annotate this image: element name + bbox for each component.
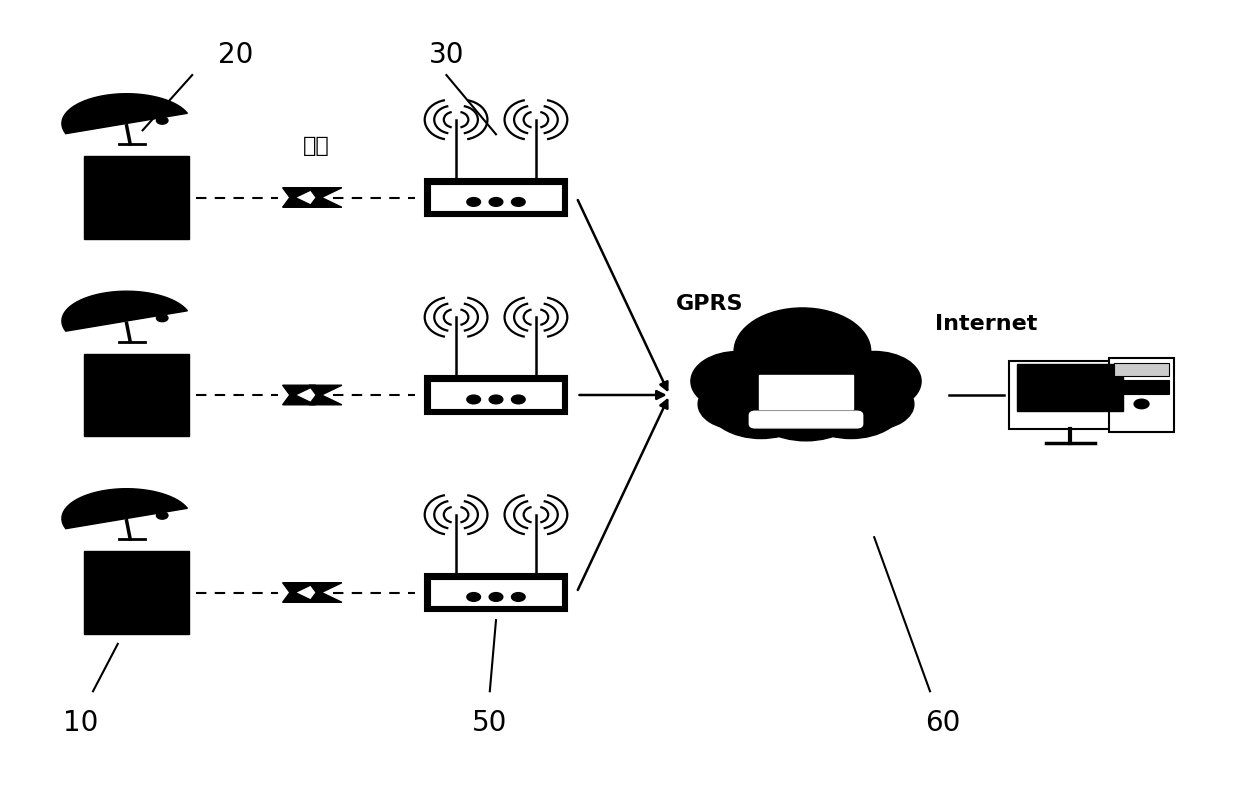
- Circle shape: [691, 352, 785, 411]
- FancyBboxPatch shape: [430, 382, 563, 409]
- Circle shape: [511, 198, 526, 206]
- Polygon shape: [283, 386, 315, 404]
- FancyBboxPatch shape: [1114, 363, 1169, 376]
- Text: Internet: Internet: [935, 314, 1037, 334]
- Circle shape: [466, 198, 481, 206]
- FancyBboxPatch shape: [1114, 380, 1169, 393]
- Text: 60: 60: [925, 709, 960, 737]
- FancyBboxPatch shape: [1017, 364, 1123, 411]
- Circle shape: [1135, 399, 1149, 408]
- Circle shape: [489, 198, 503, 206]
- FancyBboxPatch shape: [749, 412, 863, 428]
- Circle shape: [835, 379, 914, 430]
- Polygon shape: [309, 188, 342, 207]
- Polygon shape: [62, 94, 187, 134]
- Circle shape: [511, 592, 526, 601]
- Circle shape: [489, 592, 503, 601]
- Polygon shape: [283, 188, 315, 207]
- FancyBboxPatch shape: [430, 578, 563, 607]
- Circle shape: [156, 314, 167, 322]
- Polygon shape: [62, 489, 187, 529]
- FancyBboxPatch shape: [759, 374, 853, 409]
- Circle shape: [156, 117, 167, 124]
- Polygon shape: [309, 583, 342, 602]
- Circle shape: [466, 395, 481, 404]
- Polygon shape: [309, 386, 342, 404]
- Circle shape: [698, 379, 777, 430]
- Circle shape: [707, 370, 815, 438]
- FancyBboxPatch shape: [1009, 361, 1131, 429]
- FancyBboxPatch shape: [424, 574, 568, 611]
- FancyBboxPatch shape: [1110, 358, 1174, 432]
- FancyBboxPatch shape: [84, 551, 190, 634]
- Circle shape: [734, 308, 870, 395]
- FancyBboxPatch shape: [424, 377, 568, 414]
- FancyBboxPatch shape: [84, 354, 190, 436]
- Text: 30: 30: [429, 41, 464, 70]
- FancyBboxPatch shape: [84, 156, 190, 239]
- Circle shape: [156, 512, 167, 519]
- Polygon shape: [62, 292, 187, 331]
- Circle shape: [511, 395, 526, 404]
- Circle shape: [489, 395, 503, 404]
- Circle shape: [749, 367, 863, 441]
- Text: 20: 20: [218, 41, 253, 70]
- FancyBboxPatch shape: [430, 184, 563, 212]
- Text: 蓝牙: 蓝牙: [303, 136, 330, 156]
- Text: 10: 10: [63, 709, 98, 737]
- Circle shape: [466, 592, 481, 601]
- Circle shape: [827, 352, 921, 411]
- Circle shape: [797, 370, 905, 438]
- Text: GPRS: GPRS: [676, 294, 743, 314]
- Text: 50: 50: [472, 709, 507, 737]
- FancyBboxPatch shape: [424, 179, 568, 216]
- Polygon shape: [283, 583, 315, 602]
